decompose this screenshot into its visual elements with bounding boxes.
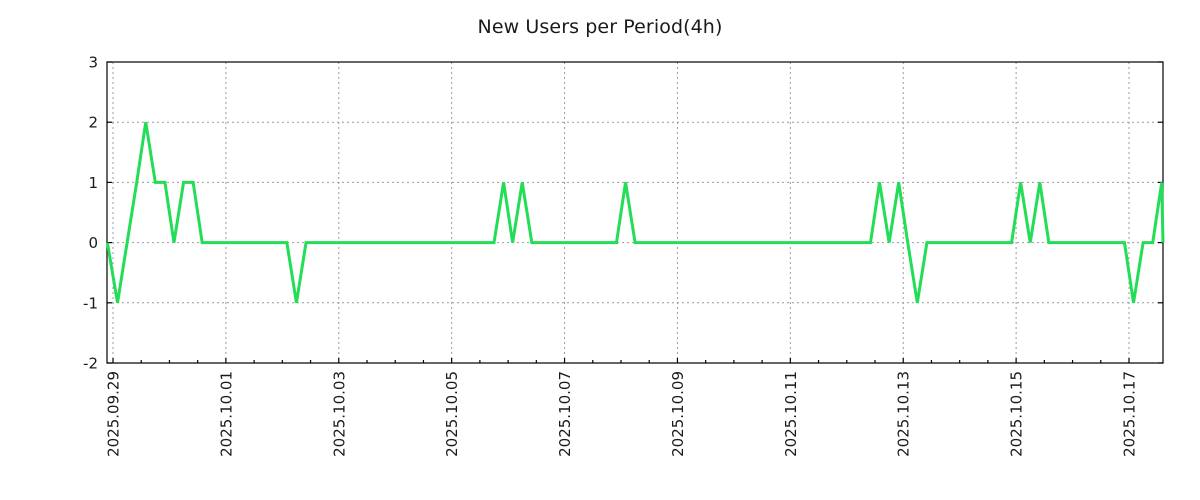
x-axis-tick-label: 2025.10.05 [443,371,461,457]
chart-title: New Users per Period(4h) [477,16,723,38]
y-axis-tick-label: 3 [88,54,98,72]
x-axis-labels: 2025.09.29 2025.10.01 2025.10.03 2025.10.05… [105,371,1139,457]
x-axis-tick-label: 2025.10.03 [330,371,348,457]
x-axis-tick-label: 2025.10.01 [217,371,235,457]
x-axis-tick-label: 2025.10.15 [1008,371,1026,457]
y-axis-tick-label: -2 [83,355,98,373]
y-axis-tick-label: 0 [88,234,98,252]
x-axis-tick-label: 2025.09.29 [105,371,123,457]
x-axis-tick-label: 2025.10.07 [556,371,574,457]
x-axis-tick-label: 2025.10.11 [782,371,800,457]
axis-ticks [107,61,1163,364]
y-axis-tick-label: 1 [88,174,98,192]
x-axis-tick-label: 2025.10.17 [1121,371,1139,457]
y-axis-labels: -2 -1 0 1 2 3 [83,54,98,373]
x-axis-tick-label: 2025.10.09 [669,371,687,457]
x-axis-tick-label: 2025.10.13 [895,371,913,457]
plot-border [106,61,1164,364]
data-series-layer [105,121,1165,304]
grid-lines [107,62,1163,363]
plot-frame [106,61,1164,364]
data-series-line [105,121,1165,304]
y-axis-tick-label: 2 [88,114,98,132]
y-axis-tick-label: -1 [83,294,98,312]
